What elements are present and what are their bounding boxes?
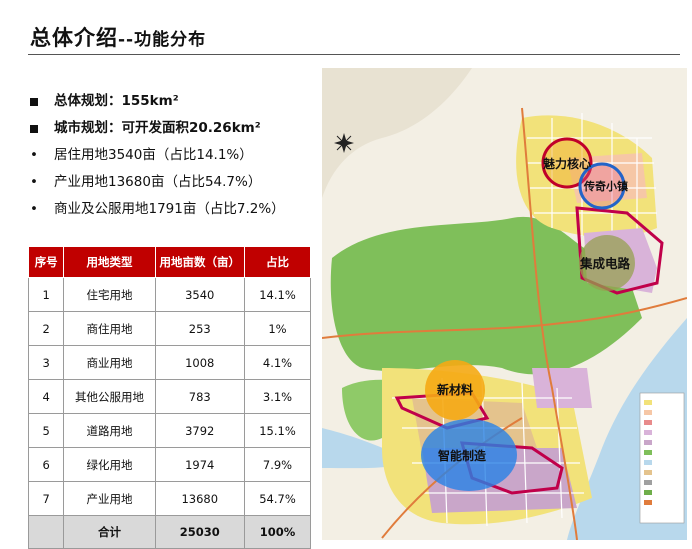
cell-type: 合计 <box>63 515 156 549</box>
bullet-text: 商业及公服用地1791亩（占比7.2%） <box>54 201 285 217</box>
ic-zone-circle <box>579 235 635 291</box>
header-index: 序号 <box>27 246 65 278</box>
cell-area: 3540 <box>154 277 245 312</box>
smart-zone-circle <box>421 419 517 491</box>
table-total-row: 合计 25030 100% <box>27 515 312 549</box>
header-area: 用地亩数（亩） <box>154 246 245 278</box>
cell-ratio: 15.1% <box>243 413 312 448</box>
bullet-text: 居住用地3540亩（占比14.1%） <box>54 147 253 163</box>
square-bullet-icon <box>30 88 46 116</box>
bullet-text: 产业用地13680亩（占比54.7%） <box>54 174 262 190</box>
ic-zone-outline <box>575 206 664 295</box>
label-town: 传奇小镇 <box>583 179 628 193</box>
cell-index: 7 <box>27 481 65 516</box>
dot-bullet-icon: • <box>30 147 38 163</box>
cell-index: 1 <box>27 277 65 312</box>
bullet-text: 总体规划：155km² <box>54 93 179 109</box>
cell-area: 783 <box>154 379 245 414</box>
table-row: 2 商住用地 253 1% <box>27 311 312 346</box>
cell-area: 13680 <box>154 481 245 516</box>
land-use-table: 序号 用地类型 用地亩数（亩） 占比 1 住宅用地 3540 14.1% 2 商… <box>27 246 312 549</box>
cell-area: 253 <box>154 311 245 346</box>
cell-ratio: 4.1% <box>243 345 312 380</box>
cell-type: 其他公服用地 <box>63 379 156 414</box>
cell-area: 1008 <box>154 345 245 380</box>
town-zone-circle <box>578 162 626 210</box>
cell-type: 绿化用地 <box>63 447 156 482</box>
bullet-total-plan: 总体规划：155km² <box>30 88 320 115</box>
function-distribution-map: 魅力核心 传奇小镇 集成电路 新材料 智能制造 <box>322 68 687 540</box>
core-zone-circle <box>541 137 593 189</box>
table-row: 4 其他公服用地 783 3.1% <box>27 379 312 414</box>
label-ic: 集成电路 <box>579 256 631 271</box>
bullet-industrial: • 产业用地13680亩（占比54.7%） <box>30 169 320 196</box>
header-type: 用地类型 <box>63 246 156 278</box>
table-header-row: 序号 用地类型 用地亩数（亩） 占比 <box>27 246 312 278</box>
map-green-belt <box>330 216 642 375</box>
map-industrial-east <box>532 368 592 408</box>
cell-index: 6 <box>27 447 65 482</box>
bullet-commercial: • 商业及公服用地1791亩（占比7.2%） <box>30 196 294 223</box>
bullet-text: 城市规划：可开发面积20.26km² <box>54 120 261 136</box>
page-title: 总体介绍--功能分布 <box>30 22 206 52</box>
bullet-list: 总体规划：155km² 城市规划：可开发面积20.26km² • 居住用地354… <box>30 88 320 223</box>
cell-area: 1974 <box>154 447 245 482</box>
square-bullet-icon <box>30 115 46 143</box>
cell-ratio: 54.7% <box>243 481 312 516</box>
table-row: 1 住宅用地 3540 14.1% <box>27 277 312 312</box>
label-core: 魅力核心 <box>543 156 591 171</box>
table-row: 3 商业用地 1008 4.1% <box>27 345 312 380</box>
title-main: 总体介绍 <box>30 26 118 50</box>
cell-type: 商住用地 <box>63 311 156 346</box>
cell-ratio: 7.9% <box>243 447 312 482</box>
bullet-residential: • 居住用地3540亩（占比14.1%） <box>30 142 320 169</box>
cell-ratio: 14.1% <box>243 277 312 312</box>
cell-index: 5 <box>27 413 65 448</box>
table-row: 6 绿化用地 1974 7.9% <box>27 447 312 482</box>
cell-area: 25030 <box>154 515 245 549</box>
cell-index <box>27 515 65 549</box>
table-row: 5 道路用地 3792 15.1% <box>27 413 312 448</box>
label-material: 新材料 <box>437 382 473 397</box>
cell-index: 2 <box>27 311 65 346</box>
cell-type: 产业用地 <box>63 481 156 516</box>
cell-type: 商业用地 <box>63 345 156 380</box>
cell-index: 4 <box>27 379 65 414</box>
bullet-city-plan: 城市规划：可开发面积20.26km² <box>30 115 320 142</box>
dot-bullet-icon: • <box>30 174 38 190</box>
cell-ratio: 1% <box>243 311 312 346</box>
compass-icon <box>334 133 354 153</box>
cell-area: 3792 <box>154 413 245 448</box>
header-ratio: 占比 <box>243 246 312 278</box>
map-legend <box>639 392 685 524</box>
map-canvas: 魅力核心 传奇小镇 集成电路 新材料 智能制造 <box>322 68 687 540</box>
map-terrain <box>322 68 472 198</box>
table-row: 7 产业用地 13680 54.7% <box>27 481 312 516</box>
cell-ratio: 3.1% <box>243 379 312 414</box>
title-sub: --功能分布 <box>118 30 207 50</box>
material-zone-circle <box>425 360 485 420</box>
dot-bullet-icon: • <box>30 201 38 217</box>
cell-type: 住宅用地 <box>63 277 156 312</box>
title-divider <box>28 54 680 55</box>
cell-ratio: 100% <box>243 515 312 549</box>
cell-index: 3 <box>27 345 65 380</box>
cell-type: 道路用地 <box>63 413 156 448</box>
label-smart: 智能制造 <box>437 448 487 463</box>
